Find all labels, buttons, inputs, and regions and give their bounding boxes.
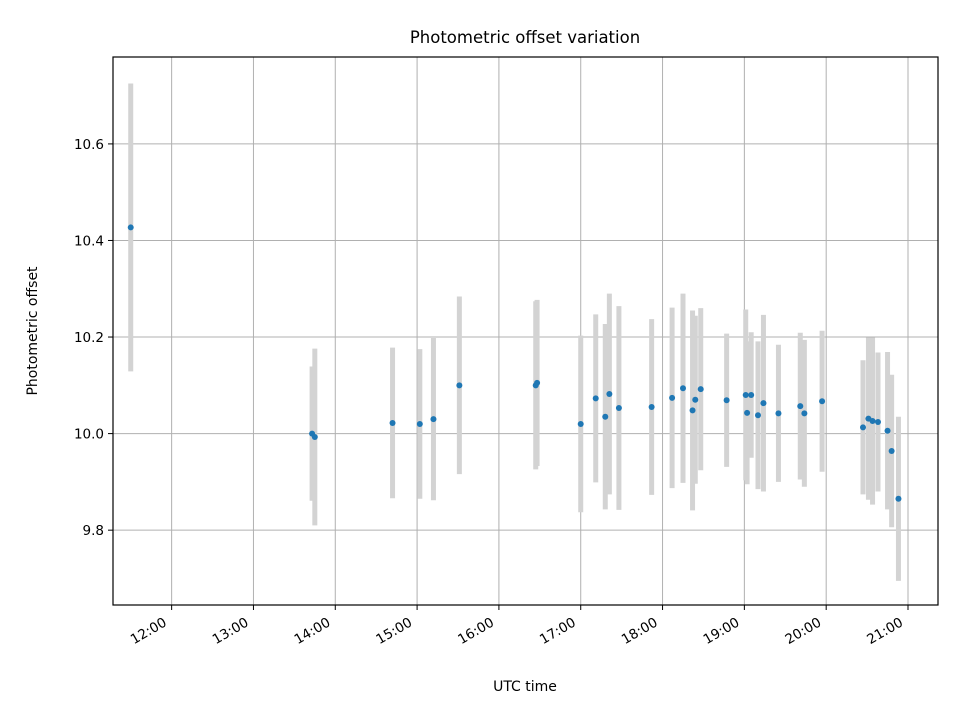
data-point [430,416,437,423]
data-point [697,386,704,393]
data-point [801,410,808,417]
y-tick-label: 9.8 [83,523,104,539]
data-point [456,382,463,389]
data-point [615,405,622,412]
data-point [692,396,699,403]
data-point [606,391,613,398]
data-point [723,397,730,404]
data-point [760,400,767,407]
data-point [819,398,826,405]
plot-frame [112,56,939,606]
data-point [669,394,676,401]
data-points [127,224,902,502]
data-point [592,395,599,402]
y-tick-label: 10.6 [74,137,104,153]
data-point [602,413,609,420]
data-point [416,420,423,427]
data-point [680,385,686,392]
data-point [755,412,761,419]
data-point [884,427,891,434]
y-tick-label: 10.2 [74,330,104,346]
data-point [311,433,318,440]
data-point [895,495,902,502]
data-point [888,447,895,454]
data-point [775,410,782,417]
data-point [534,379,541,386]
data-point [748,391,755,398]
plot-area-background [113,57,938,605]
y-axis-label: Photometric offset [25,266,41,396]
x-axis-label: UTC time [493,679,557,695]
data-point [797,403,804,410]
data-point [648,404,655,411]
data-point [689,407,696,414]
y-axis-ticks: 9.8 10.0 10.2 10.4 10.6 [74,137,113,539]
data-point [869,418,876,425]
data-point [875,419,881,426]
y-tick-label: 10.0 [74,427,104,443]
data-point [389,419,396,426]
data-point [127,224,134,231]
gridlines [113,57,938,605]
data-point [860,424,866,431]
data-point [577,420,584,427]
chart-title: Photometric offset variation [410,28,640,47]
y-tick-label: 10.4 [74,233,104,249]
data-point [744,409,751,416]
data-point [742,391,749,398]
